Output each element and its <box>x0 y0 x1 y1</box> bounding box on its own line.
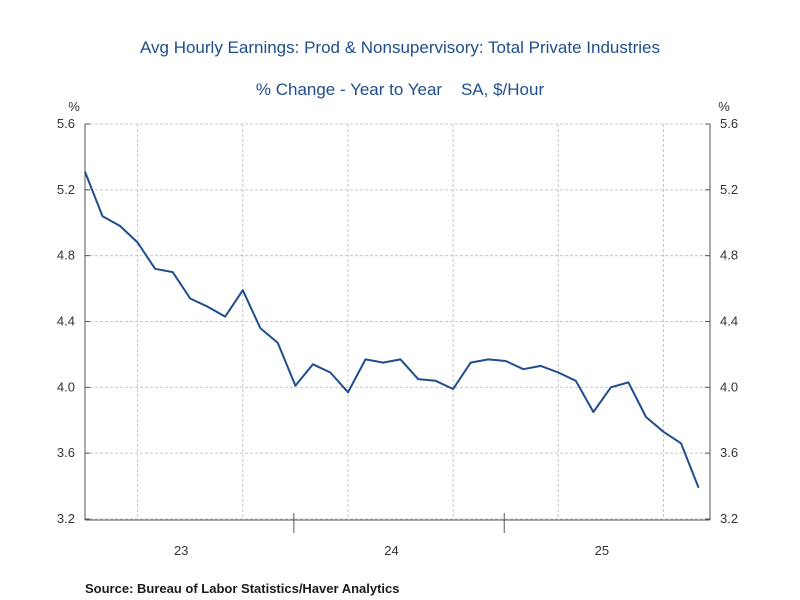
y-tick-label-right: 4.0 <box>720 379 738 394</box>
y-tick-label-left: 5.6 <box>57 116 75 131</box>
y-unit-label-left: % <box>68 99 80 114</box>
x-year-label: 25 <box>595 543 609 558</box>
tick-labels: 5.6 5.6 5.2 5.2 4.8 4.8 4.4 4.4 4.0 4.0 3.6 3.6 3.2 3… <box>57 99 738 558</box>
y-tick-label-left: 4.0 <box>57 379 75 394</box>
y-tick-label-left: 4.4 <box>57 314 75 329</box>
y-tick-label-left: 5.2 <box>57 182 75 197</box>
x-year-label: 24 <box>384 543 398 558</box>
y-tick-label-right: 5.6 <box>720 116 738 131</box>
source-note: Source: Bureau of Labor Statistics/Haver… <box>85 581 400 596</box>
y-unit-label-right: % <box>718 99 730 114</box>
y-tick-label-right: 4.8 <box>720 248 738 263</box>
y-tick-label-left: 3.2 <box>57 511 75 526</box>
series-line <box>84 171 700 489</box>
axis-ticks <box>85 123 710 533</box>
chart-subtitle: % Change - Year to Year SA, $/Hour <box>255 80 545 99</box>
series-layer <box>84 171 700 489</box>
grid-lines <box>85 123 710 520</box>
y-tick-label-right: 5.2 <box>720 182 738 197</box>
y-tick-label-left: 3.6 <box>57 445 75 460</box>
y-tick-label-left: 4.8 <box>57 248 75 263</box>
chart-title: Avg Hourly Earnings: Prod & Nonsuperviso… <box>139 38 660 57</box>
y-tick-label-right: 3.6 <box>720 445 738 460</box>
y-tick-label-right: 4.4 <box>720 314 738 329</box>
y-tick-label-right: 3.2 <box>720 511 738 526</box>
x-year-label: 23 <box>174 543 188 558</box>
